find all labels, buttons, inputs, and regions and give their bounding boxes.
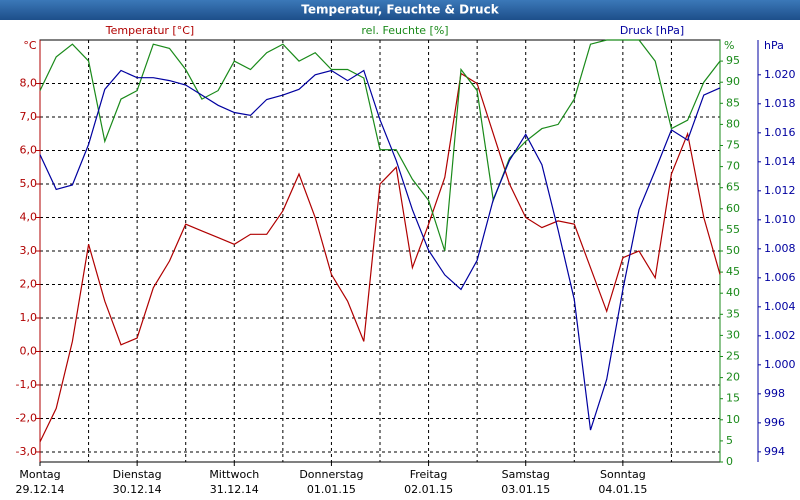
- y3-tick-label: 1.002: [764, 329, 796, 342]
- y2-tick-label: 30: [726, 328, 740, 341]
- y2-tick-label: 35: [726, 307, 740, 320]
- y3-axis-label: hPa: [764, 39, 784, 52]
- y-tick-label: -1,0: [16, 378, 37, 391]
- x-tick-date: 30.12.14: [113, 483, 162, 496]
- x-tick-label: Donnerstag: [299, 468, 363, 481]
- x-tick-label: Sonntag: [600, 468, 646, 481]
- y-tick-label: 7,0: [20, 110, 38, 123]
- x-tick-date: 04.01.15: [598, 483, 647, 496]
- x-tick-label: Dienstag: [113, 468, 162, 481]
- y2-tick-label: 40: [726, 286, 740, 299]
- y3-tick-label: 1.016: [764, 126, 796, 139]
- x-tick-date: 02.01.15: [404, 483, 453, 496]
- legend-label: Druck [hPa]: [620, 24, 684, 37]
- y2-tick-label: 45: [726, 265, 740, 278]
- y2-tick-label: 0: [726, 455, 733, 468]
- y2-tick-label: 95: [726, 54, 740, 67]
- x-tick-date: 29.12.14: [16, 483, 65, 496]
- y2-tick-label: 90: [726, 75, 740, 88]
- title-bar: [0, 0, 800, 20]
- series-line: [39, 69, 721, 431]
- x-tick-label: Mittwoch: [209, 468, 259, 481]
- y-tick-label: 5,0: [20, 177, 38, 190]
- series-line: [39, 39, 721, 252]
- y-tick-label: -3,0: [16, 445, 37, 458]
- y2-tick-label: 65: [726, 181, 740, 194]
- y-tick-label: 8,0: [20, 77, 38, 90]
- y3-tick-label: 1.008: [764, 242, 796, 255]
- y3-tick-label: 1.010: [764, 213, 796, 226]
- x-tick-label: Montag: [19, 468, 60, 481]
- y2-tick-label: 50: [726, 244, 740, 257]
- y-tick-label: 0,0: [20, 344, 38, 357]
- y3-tick-label: 1.006: [764, 271, 796, 284]
- y2-axis-label: %: [724, 39, 734, 52]
- y2-tick-label: 25: [726, 350, 740, 363]
- y3-tick-label: 1.018: [764, 97, 796, 110]
- chart-title: Temperatur, Feuchte & Druck: [301, 3, 499, 17]
- y3-tick-label: 1.000: [764, 358, 796, 371]
- x-tick-label: Freitag: [410, 468, 448, 481]
- y-tick-label: 6,0: [20, 144, 38, 157]
- y3-tick-label: 994: [764, 445, 785, 458]
- x-tick-date: 31.12.14: [210, 483, 259, 496]
- y2-tick-label: 75: [726, 139, 740, 152]
- y3-tick-label: 996: [764, 416, 785, 429]
- y3-tick-label: 1.012: [764, 184, 796, 197]
- legend-label: rel. Feuchte [%]: [361, 24, 448, 37]
- series-line: [39, 72, 721, 443]
- y2-tick-label: 80: [726, 117, 740, 130]
- y-tick-label: 4,0: [20, 211, 38, 224]
- y-axis-label: °C: [23, 39, 37, 52]
- x-tick-date: 01.01.15: [307, 483, 356, 496]
- y2-tick-label: 20: [726, 371, 740, 384]
- y-tick-label: 1,0: [20, 311, 38, 324]
- y2-tick-label: 15: [726, 392, 740, 405]
- y3-tick-label: 998: [764, 387, 785, 400]
- y3-tick-label: 1.004: [764, 300, 796, 313]
- y2-tick-label: 70: [726, 160, 740, 173]
- y3-tick-label: 1.020: [764, 68, 796, 81]
- x-tick-date: 03.01.15: [501, 483, 550, 496]
- y-tick-label: 2,0: [20, 277, 38, 290]
- y2-tick-label: 85: [726, 96, 740, 109]
- y-tick-label: -2,0: [16, 411, 37, 424]
- y2-tick-label: 10: [726, 413, 740, 426]
- y2-tick-label: 60: [726, 202, 740, 215]
- x-tick-label: Samstag: [502, 468, 550, 481]
- y2-tick-label: 5: [726, 434, 733, 447]
- y3-tick-label: 1.014: [764, 155, 796, 168]
- y2-tick-label: 55: [726, 223, 740, 236]
- legend-label: Temperatur [°C]: [105, 24, 194, 37]
- y-tick-label: 3,0: [20, 244, 38, 257]
